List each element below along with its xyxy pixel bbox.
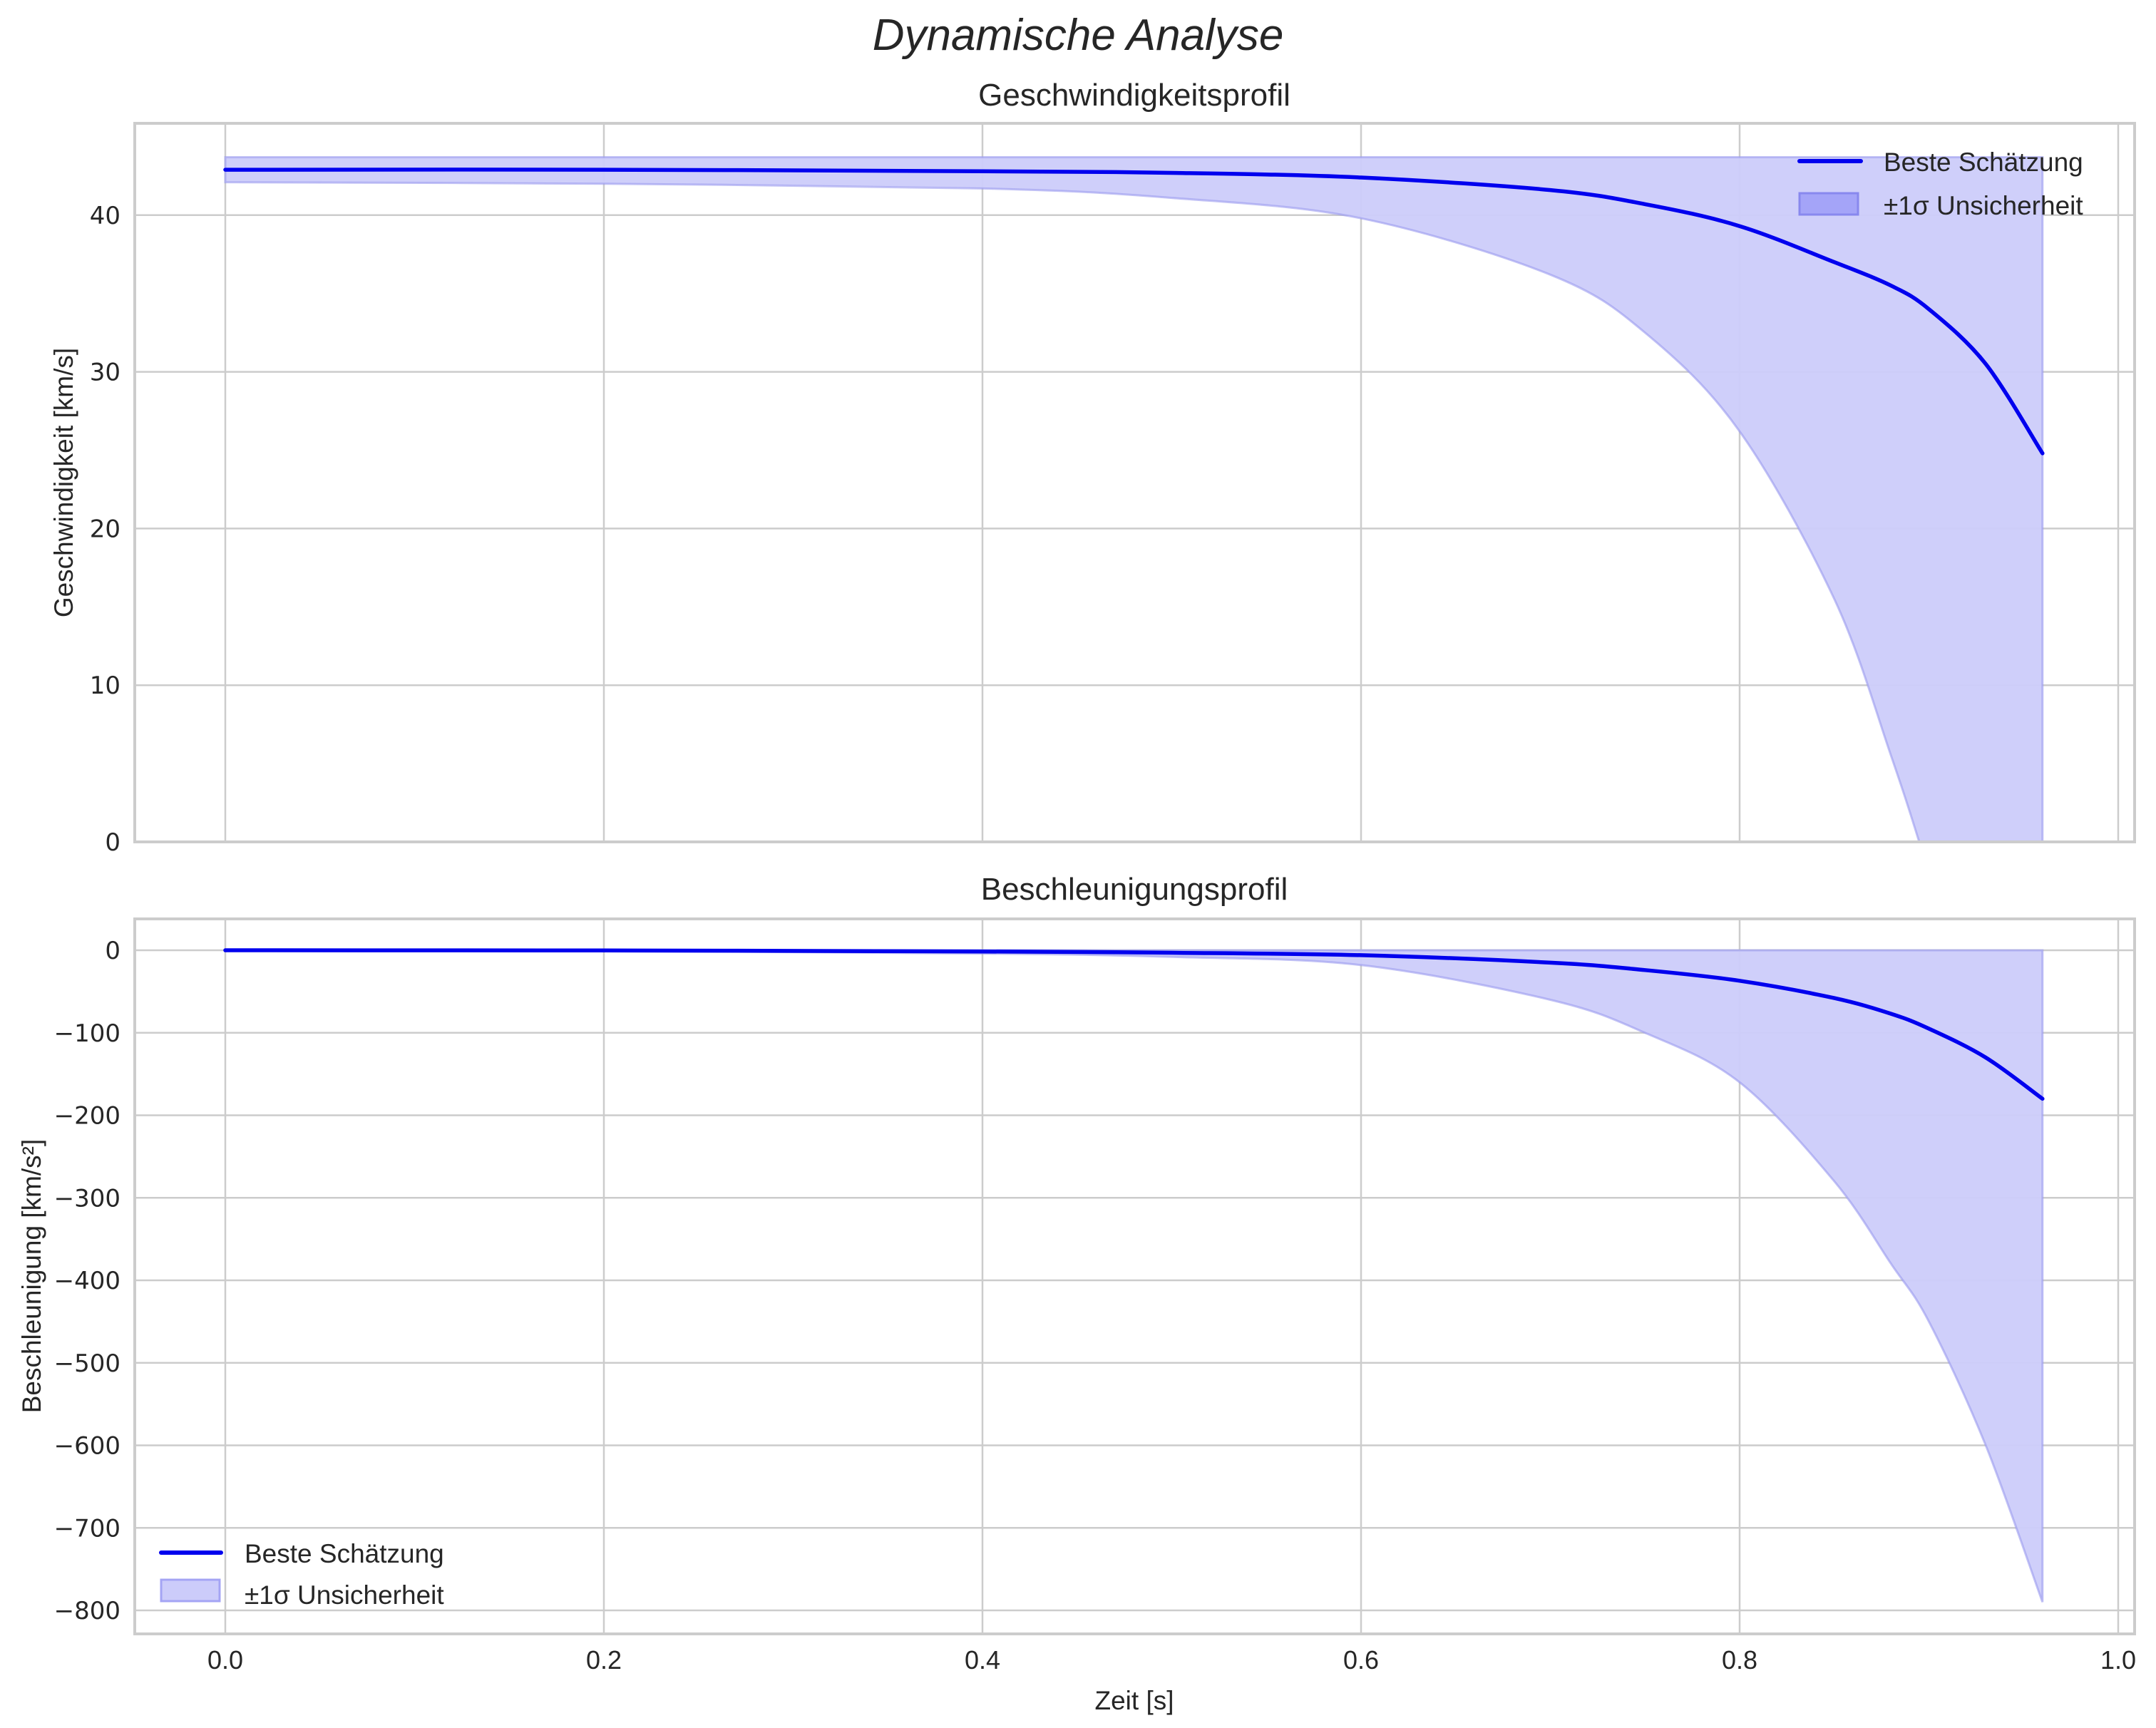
acceleration-axes-frame [133,917,2136,1635]
acceleration-uncertainty-band [225,949,2044,1603]
legend-label-best-estimate: Beste Schätzung [245,1539,444,1568]
acceleration-legend: Beste Schätzung ±1σ Unsicherheit [159,1539,444,1610]
y-tick-label: 10 [90,672,120,700]
figure-title: Dynamische Analyse [873,11,1284,60]
y-tick-label: −700 [54,1514,120,1543]
x-tick-label: 0.0 [207,1645,243,1675]
velocity-axes-frame [133,122,2136,843]
y-tick-label: 20 [90,515,120,543]
acceleration-best-estimate-line [223,948,2045,1101]
y-tick-label: 40 [90,202,120,230]
y-tick-label: −300 [54,1184,120,1213]
acceleration-axes: Beschleunigungsprofil 0 −100 −200 −300 −400 −… [17,872,2136,1715]
x-tick-label: 0.6 [1343,1645,1379,1675]
velocity-y-label: Geschwindigkeit [km/s] [49,348,78,617]
y-tick-label: 0 [105,937,120,965]
velocity-axes: Geschwindigkeitsprofil 0 10 20 30 40 Geschwi… [49,78,2136,857]
legend-label-best-estimate: Beste Schätzung [1884,148,2083,177]
acceleration-axes-title: Beschleunigungsprofil [981,872,1288,907]
y-tick-label: −600 [54,1432,120,1461]
legend-band-icon [160,1578,221,1603]
y-tick-label: 0 [105,828,120,857]
velocity-best-estimate-line [223,168,2045,456]
velocity-uncertainty-band [224,155,2044,842]
y-tick-label: −100 [54,1019,120,1048]
legend-label-uncertainty: ±1σ Unsicherheit [1884,191,2083,220]
x-ticks: 0.0 0.2 0.4 0.6 0.8 1.0 [207,1645,2136,1675]
y-tick-label: −800 [54,1597,120,1625]
y-tick-label: −500 [54,1349,120,1378]
y-tick-label: 30 [90,359,120,387]
x-tick-label: 0.8 [1722,1645,1757,1675]
y-tick-label: −400 [54,1267,120,1295]
velocity-legend: Beste Schätzung ±1σ Unsicherheit [1797,148,2083,220]
acceleration-y-ticks: 0 −100 −200 −300 −400 −500 −600 −700 −800 [54,937,120,1625]
acceleration-y-label: Beschleunigung [km/s²] [17,1139,46,1414]
y-tick-label: −200 [54,1102,120,1131]
velocity-axes-title: Geschwindigkeitsprofil [978,78,1290,113]
legend-label-uncertainty: ±1σ Unsicherheit [245,1580,444,1610]
legend-band-icon [1798,192,1859,216]
x-tick-label: 0.2 [586,1645,622,1675]
x-tick-label: 1.0 [2100,1645,2136,1675]
velocity-y-ticks: 0 10 20 30 40 [90,202,120,857]
x-tick-label: 0.4 [965,1645,1000,1675]
x-axis-label: Zeit [s] [1094,1686,1174,1715]
